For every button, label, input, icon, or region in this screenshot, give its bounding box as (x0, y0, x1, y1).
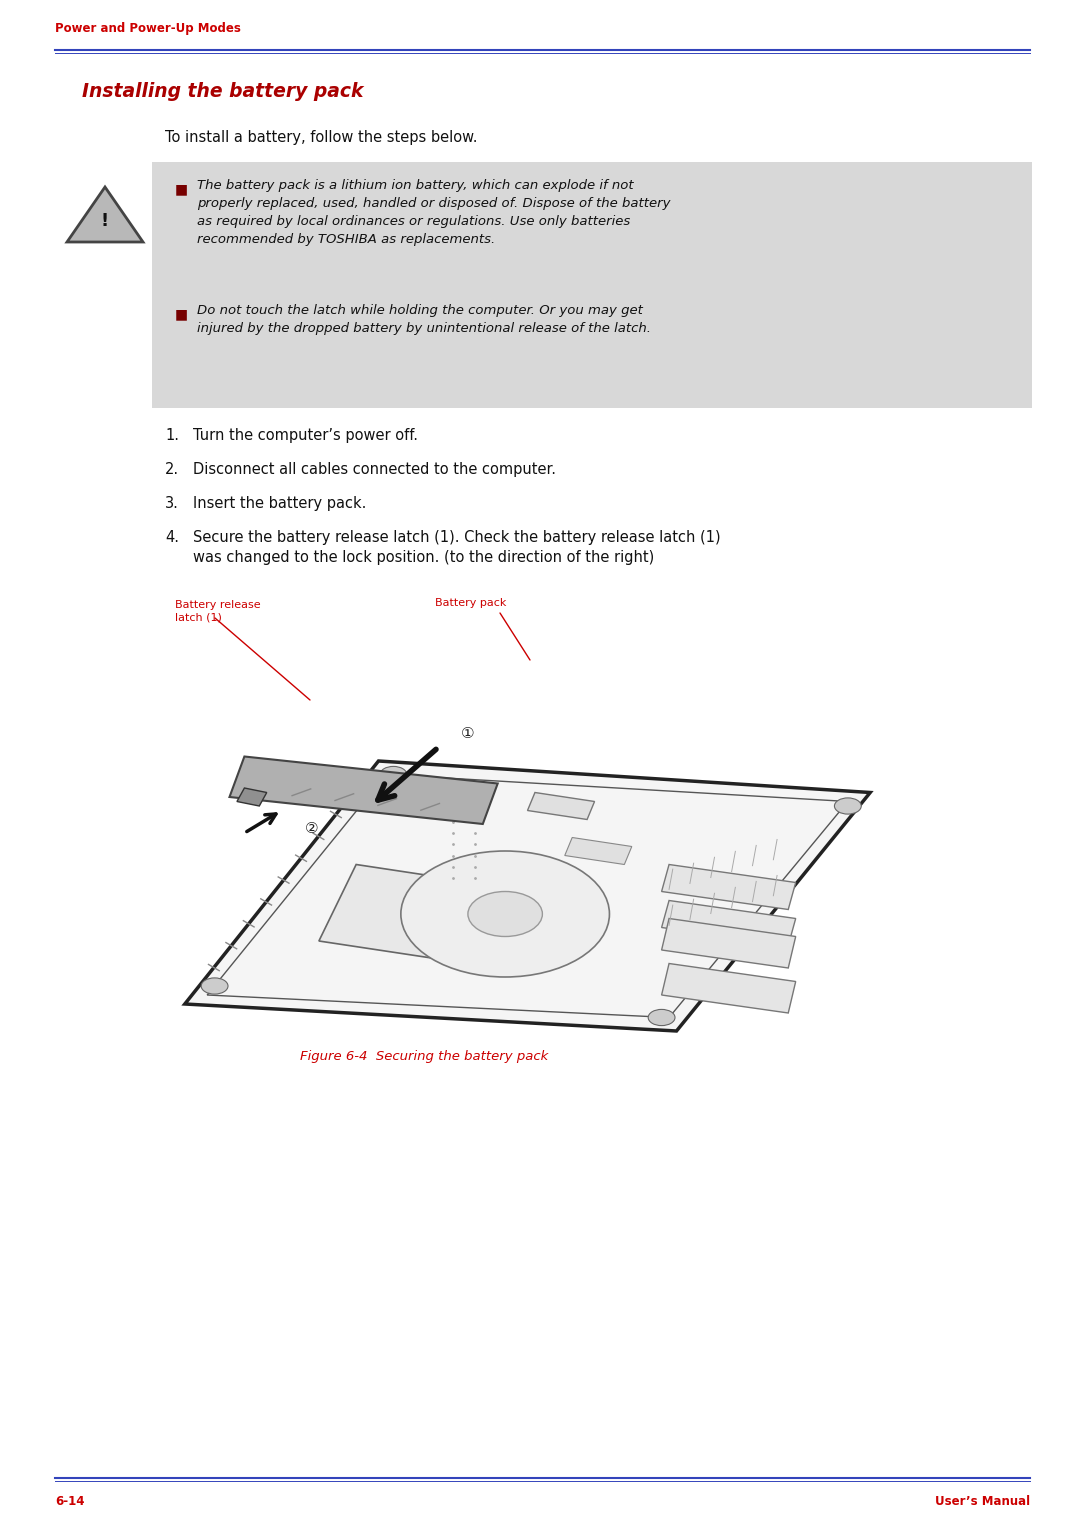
Text: 3.: 3. (165, 495, 179, 511)
Text: 4.: 4. (165, 531, 179, 544)
Text: Secure the battery release latch (1). Check the battery release latch (1)
was ch: Secure the battery release latch (1). Ch… (193, 531, 720, 564)
Circle shape (835, 798, 861, 813)
Text: ■: ■ (175, 307, 188, 321)
Text: !: ! (100, 213, 109, 229)
Text: Figure 6-4  Securing the battery pack: Figure 6-4 Securing the battery pack (300, 1050, 549, 1063)
Circle shape (468, 891, 542, 936)
Text: Installing the battery pack: Installing the battery pack (82, 83, 364, 101)
Text: User’s Manual: User’s Manual (935, 1495, 1030, 1508)
Text: ■: ■ (175, 182, 188, 196)
Text: Battery release
latch (1): Battery release latch (1) (175, 599, 260, 622)
Polygon shape (565, 838, 632, 864)
Polygon shape (237, 787, 267, 806)
Text: The battery pack is a lithium ion battery, which can explode if not
properly rep: The battery pack is a lithium ion batter… (197, 179, 671, 246)
Bar (152, 162, 1032, 408)
Circle shape (648, 1009, 675, 1026)
Polygon shape (229, 757, 498, 824)
Polygon shape (319, 864, 565, 972)
Text: 1.: 1. (165, 428, 179, 443)
Polygon shape (662, 919, 796, 968)
Circle shape (401, 852, 609, 977)
Text: Battery pack: Battery pack (435, 598, 507, 609)
Text: ②: ② (305, 821, 319, 836)
Polygon shape (662, 963, 796, 1014)
Polygon shape (67, 187, 143, 242)
Text: Power and Power-Up Modes: Power and Power-Up Modes (55, 21, 241, 35)
Text: To install a battery, follow the steps below.: To install a battery, follow the steps b… (165, 130, 477, 145)
Text: Do not touch the latch while holding the computer. Or you may get
injured by the: Do not touch the latch while holding the… (197, 304, 651, 335)
Text: Turn the computer’s power off.: Turn the computer’s power off. (193, 428, 418, 443)
Text: 6-14: 6-14 (55, 1495, 84, 1508)
Text: Disconnect all cables connected to the computer.: Disconnect all cables connected to the c… (193, 462, 556, 477)
Polygon shape (662, 901, 796, 945)
Circle shape (380, 766, 407, 783)
Text: 2.: 2. (165, 462, 179, 477)
Text: Insert the battery pack.: Insert the battery pack. (193, 495, 366, 511)
Text: ①: ① (461, 726, 475, 742)
Polygon shape (527, 792, 595, 820)
Circle shape (201, 979, 228, 994)
Polygon shape (185, 761, 870, 1031)
Polygon shape (662, 864, 796, 910)
